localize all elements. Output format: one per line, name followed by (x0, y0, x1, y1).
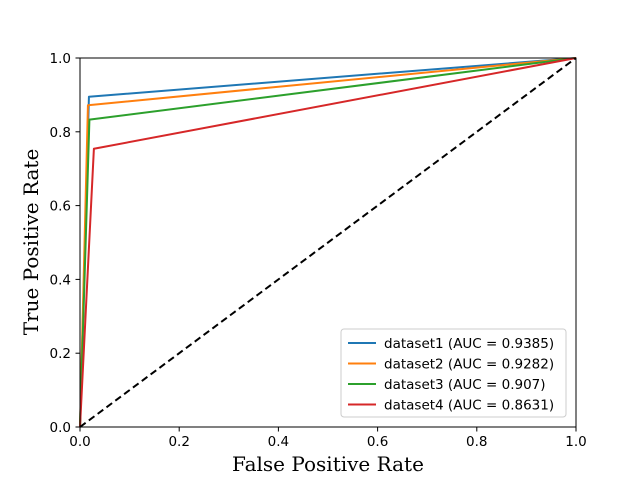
reference-diagonal-line (79, 57, 577, 428)
y-tick-label: 0.4 (50, 272, 71, 288)
plot-area: 0.0 0.2 0.4 0.6 0.8 1.0 0.0 0.2 0.4 0.6 0.8 1.0 data… (50, 51, 587, 450)
y-tick-label: 0.2 (50, 346, 71, 362)
legend-label-1: dataset1 (AUC = 0.9385) (384, 336, 554, 352)
x-tick-label: 1.0 (565, 434, 586, 450)
y-tick-label: 1.0 (50, 51, 71, 67)
legend: dataset1 (AUC = 0.9385) dataset2 (AUC = 0… (340, 328, 567, 418)
legend-label-2: dataset2 (AUC = 0.9282) (384, 357, 554, 373)
x-tick-label: 0.2 (168, 434, 189, 450)
y-axis-title: True Positive Rate (19, 149, 43, 336)
series-line-3 (79, 57, 577, 428)
x-tick-label: 0.0 (69, 434, 90, 450)
legend-box (340, 328, 567, 418)
x-tick-label: 0.4 (268, 434, 289, 450)
y-tick-label: 0.8 (50, 125, 71, 141)
x-axis-title: False Positive Rate (232, 452, 424, 476)
legend-label-3: dataset3 (AUC = 0.907) (384, 377, 546, 393)
x-tick-label: 0.8 (466, 434, 487, 450)
x-tick-label: 0.6 (367, 434, 388, 450)
y-tick-label: 0.0 (50, 420, 71, 436)
axes-frame (79, 57, 577, 428)
y-tick-label: 0.6 (50, 199, 71, 215)
legend-label-4: dataset4 (AUC = 0.8631) (384, 398, 554, 414)
series-line-4 (79, 57, 577, 428)
